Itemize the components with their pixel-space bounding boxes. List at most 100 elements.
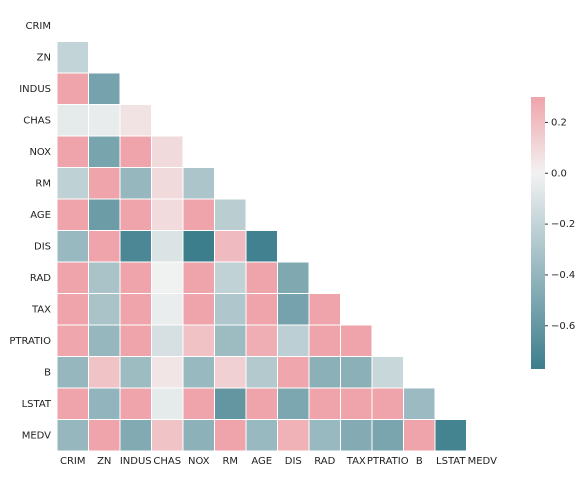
heatmap-cell bbox=[214, 198, 247, 231]
heatmap-cell bbox=[119, 419, 152, 452]
heatmap-cell bbox=[56, 230, 89, 263]
x-tick-label: DIS bbox=[285, 456, 302, 467]
y-tick-label: CRIM bbox=[25, 21, 51, 32]
heatmap-cell bbox=[308, 387, 341, 420]
colorbar-tick-label: 0.0 bbox=[551, 168, 567, 179]
heatmap-cell bbox=[182, 419, 215, 452]
colorbar-tick-label: −0.6 bbox=[551, 321, 575, 332]
heatmap-cell bbox=[340, 324, 373, 357]
heatmap-cell bbox=[214, 261, 247, 294]
y-tick-label: INDUS bbox=[19, 84, 51, 95]
heatmap-cell bbox=[88, 198, 121, 231]
y-tick-label: AGE bbox=[30, 210, 51, 221]
heatmap-cell bbox=[403, 419, 436, 452]
heatmap-cell bbox=[277, 261, 310, 294]
y-tick-label: RAD bbox=[30, 273, 51, 284]
heatmap-cell bbox=[119, 167, 152, 200]
heatmap-cell bbox=[56, 135, 89, 168]
heatmap-cell bbox=[151, 198, 184, 231]
heatmap-cell bbox=[56, 41, 89, 74]
heatmap-cell bbox=[119, 261, 152, 294]
heatmap-cell bbox=[56, 198, 89, 231]
colorbar bbox=[531, 97, 545, 369]
heatmap-cell bbox=[182, 387, 215, 420]
heatmap-cell bbox=[277, 387, 310, 420]
heatmap-cell bbox=[182, 230, 215, 263]
heatmap-cell bbox=[182, 356, 215, 389]
heatmap-cell bbox=[214, 230, 247, 263]
heatmap-cell bbox=[119, 230, 152, 263]
heatmap-cell bbox=[56, 387, 89, 420]
heatmap-cell bbox=[245, 324, 278, 357]
heatmap-cell bbox=[88, 356, 121, 389]
heatmap-cell bbox=[151, 419, 184, 452]
y-tick-label: MEDV bbox=[22, 430, 51, 441]
x-tick-label: B bbox=[416, 456, 423, 467]
heatmap-cell bbox=[277, 293, 310, 326]
heatmap-cell bbox=[308, 356, 341, 389]
heatmap-cell bbox=[371, 356, 404, 389]
heatmap-cell bbox=[88, 104, 121, 137]
heatmap-cell bbox=[245, 261, 278, 294]
heatmap-cell bbox=[119, 293, 152, 326]
x-tick-label: CHAS bbox=[153, 456, 181, 467]
heatmap-cell bbox=[151, 167, 184, 200]
heatmap-cell bbox=[88, 261, 121, 294]
heatmap-cell bbox=[151, 356, 184, 389]
heatmap-cell bbox=[88, 72, 121, 105]
x-tick-label: AGE bbox=[251, 456, 272, 467]
heatmap-cell bbox=[245, 419, 278, 452]
heatmap-cell bbox=[308, 324, 341, 357]
y-tick-label: TAX bbox=[31, 304, 51, 315]
heatmap-cell bbox=[88, 387, 121, 420]
heatmap-cell bbox=[119, 387, 152, 420]
heatmap-cell bbox=[277, 324, 310, 357]
y-tick-label: NOX bbox=[29, 147, 51, 158]
heatmap-cell bbox=[119, 198, 152, 231]
colorbar-tick-label: −0.2 bbox=[551, 219, 575, 230]
x-tick-label: RM bbox=[222, 456, 238, 467]
heatmap-cell bbox=[214, 356, 247, 389]
heatmap-cell bbox=[88, 230, 121, 263]
heatmap-cell bbox=[214, 324, 247, 357]
x-tick-label: MEDV bbox=[468, 456, 497, 467]
heatmap-cell bbox=[56, 356, 89, 389]
heatmap-cell bbox=[371, 387, 404, 420]
x-tick-label: CRIM bbox=[60, 456, 86, 467]
heatmap-cell bbox=[119, 104, 152, 137]
x-tick-label: PTRATIO bbox=[367, 456, 409, 467]
heatmap-cell bbox=[56, 419, 89, 452]
heatmap-cell bbox=[151, 135, 184, 168]
heatmap-cell bbox=[245, 230, 278, 263]
heatmap-cell bbox=[88, 293, 121, 326]
heatmap-cell bbox=[88, 167, 121, 200]
colorbar-tick-label: −0.4 bbox=[551, 270, 575, 281]
x-tick-label: ZN bbox=[97, 456, 111, 467]
heatmap-cell bbox=[277, 419, 310, 452]
y-tick-label: ZN bbox=[37, 52, 51, 63]
y-tick-label: B bbox=[44, 367, 51, 378]
y-tick-label: CHAS bbox=[23, 115, 51, 126]
heatmap-cell bbox=[403, 387, 436, 420]
heatmap-cell bbox=[340, 419, 373, 452]
y-tick-label: DIS bbox=[34, 241, 51, 252]
x-tick-label: INDUS bbox=[120, 456, 152, 467]
heatmap-cell bbox=[56, 104, 89, 137]
heatmap-cell bbox=[182, 324, 215, 357]
heatmap-cell bbox=[56, 261, 89, 294]
heatmap-cell bbox=[151, 293, 184, 326]
heatmap-cell bbox=[56, 324, 89, 357]
heatmap-cell bbox=[88, 324, 121, 357]
heatmap-cell bbox=[308, 293, 341, 326]
heatmap-cell bbox=[214, 419, 247, 452]
heatmap-cell bbox=[56, 167, 89, 200]
heatmap-cell bbox=[245, 293, 278, 326]
x-tick-label: TAX bbox=[346, 456, 366, 467]
x-tick-label: NOX bbox=[188, 456, 210, 467]
x-tick-label: RAD bbox=[314, 456, 335, 467]
heatmap-cell bbox=[56, 293, 89, 326]
heatmap-cell bbox=[88, 135, 121, 168]
y-tick-label: RM bbox=[35, 178, 51, 189]
heatmap-cell bbox=[182, 261, 215, 294]
